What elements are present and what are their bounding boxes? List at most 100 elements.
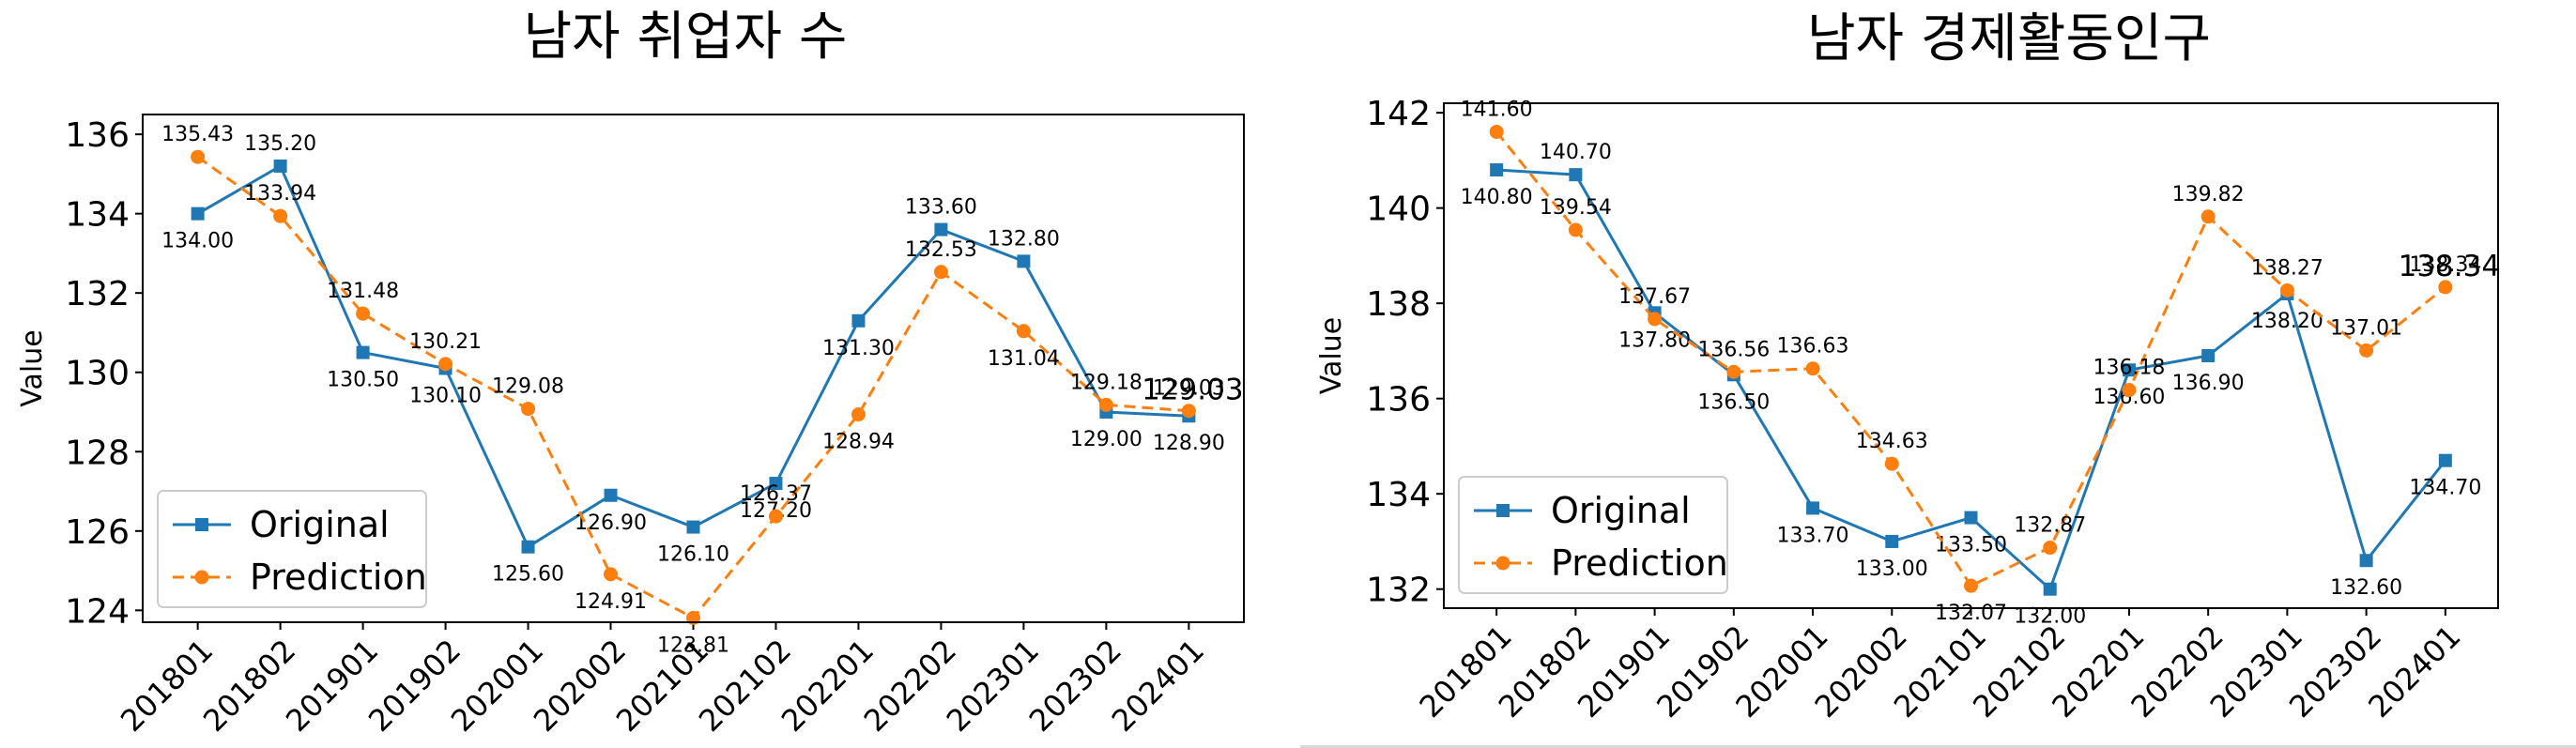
- data-label: 132.53: [905, 238, 977, 262]
- data-label: 129.08: [492, 375, 564, 399]
- data-label: 138.34: [2409, 253, 2481, 277]
- data-point: [1964, 578, 1978, 593]
- legend-label: Prediction: [1551, 542, 1728, 584]
- plot-frame: [1443, 102, 2499, 609]
- data-point: [933, 265, 948, 280]
- legend-marker: [1496, 504, 1510, 517]
- data-label: 137.67: [1618, 285, 1691, 309]
- data-label: 138.20: [2251, 310, 2323, 333]
- data-label: 131.48: [327, 280, 399, 303]
- data-label: 132.80: [988, 227, 1060, 251]
- plot-frame: [142, 114, 1245, 623]
- x-tick-label: 202002: [527, 633, 633, 739]
- data-label: 131.30: [822, 337, 895, 360]
- data-label: 130.50: [327, 369, 399, 392]
- data-point: [1648, 312, 1663, 327]
- data-label: 134.63: [1856, 430, 1928, 453]
- data-label: 136.50: [1697, 390, 1770, 414]
- data-label: 126.37: [740, 482, 812, 506]
- bottom-divider: [1300, 745, 2576, 748]
- legend-item-original: Original: [1474, 490, 1691, 531]
- series-prediction: 141.60 139.54 137.67 136.56 136.63 134.63 132.…: [1461, 98, 2482, 625]
- data-point: [2438, 453, 2452, 467]
- x-tick-label: 201901: [279, 633, 385, 739]
- data-point: [521, 540, 535, 554]
- data-label: 134.00: [161, 230, 234, 253]
- y-axis: 132 134 136 138 140 142: [1366, 95, 1444, 610]
- x-tick-label: 201802: [196, 633, 302, 739]
- data-label: 140.70: [1540, 141, 1612, 164]
- y-tick-label: 142: [1366, 95, 1431, 133]
- data-label: 135.20: [244, 132, 316, 156]
- x-tick-label: 202202: [857, 633, 963, 739]
- legend-marker: [194, 570, 209, 585]
- data-point: [2200, 209, 2216, 224]
- legend-item-prediction: Prediction: [173, 557, 427, 598]
- data-point: [2359, 554, 2373, 568]
- legend-label: Original: [250, 504, 390, 545]
- legend-marker: [195, 518, 208, 531]
- data-point: [356, 306, 371, 321]
- chart-2: 남자 경제활동인구 Value 132 134 136 138 140 142 20180120…: [1315, 8, 2500, 725]
- y-axis: 124 126 128 130 132 134 136: [65, 116, 143, 631]
- x-tick-label: 202401: [1105, 633, 1211, 739]
- data-label: 133.50: [1935, 534, 2007, 557]
- end-annotation: 138.34: [2399, 250, 2500, 283]
- data-label: 139.54: [1540, 196, 1612, 220]
- y-tick-label: 134: [1366, 476, 1431, 514]
- data-point: [1805, 361, 1820, 376]
- data-label: 132.87: [2014, 514, 2086, 538]
- series-prediction: 135.43 133.94 131.48 130.21 129.08 124.91 123.…: [161, 123, 1225, 657]
- x-tick-label: 202301: [940, 633, 1046, 739]
- y-tick-label: 132: [65, 275, 130, 313]
- legend-marker: [1495, 556, 1510, 571]
- end-annotation: 129.03: [1142, 374, 1243, 407]
- data-point: [1181, 404, 1196, 419]
- data-point: [2043, 541, 2058, 556]
- data-label: 129.03: [1153, 377, 1225, 401]
- data-point: [1884, 456, 1899, 471]
- data-point: [191, 149, 206, 164]
- data-label: 136.90: [2172, 372, 2245, 395]
- y-tick-label: 136: [1366, 381, 1431, 420]
- data-point: [1489, 124, 1504, 139]
- data-point: [686, 520, 700, 534]
- legend-box: [1458, 476, 1728, 594]
- x-tick-label: 202001: [444, 633, 550, 739]
- data-label: 125.60: [492, 563, 564, 587]
- data-label: 132.07: [1935, 602, 2007, 625]
- data-label: 139.82: [2172, 183, 2245, 206]
- data-point: [2438, 280, 2453, 295]
- data-point: [851, 313, 866, 328]
- data-point: [273, 159, 287, 173]
- data-point: [521, 402, 536, 417]
- data-point: [2043, 582, 2057, 596]
- legend: Original Prediction: [157, 490, 427, 608]
- legend-label: Prediction: [250, 557, 427, 598]
- data-label: 128.90: [1153, 432, 1225, 455]
- x-tick-label: 201902: [361, 633, 468, 739]
- data-point: [2122, 363, 2136, 377]
- x-axis: 2018012018022019012019022020012020022021…: [1413, 608, 2468, 725]
- data-label: 130.21: [409, 330, 482, 354]
- data-label: 133.60: [905, 196, 977, 220]
- y-tick-label: 140: [1366, 191, 1431, 229]
- data-label: 133.94: [244, 182, 316, 206]
- data-label: 126.90: [575, 511, 647, 535]
- data-point: [768, 509, 783, 524]
- chart-title: 남자 취업자 수: [524, 7, 848, 68]
- data-point: [934, 222, 948, 237]
- data-label: 124.91: [575, 590, 647, 614]
- y-tick-label: 130: [65, 355, 130, 393]
- y-axis-label: Value: [16, 329, 49, 406]
- chart-1: 남자 취업자 수 Value 124 126 128 130 132 134 136 201801…: [16, 7, 1245, 739]
- data-label: 133.00: [1856, 557, 1928, 581]
- data-point: [1568, 222, 1583, 237]
- data-point: [2122, 383, 2137, 398]
- data-label: 136.63: [1777, 335, 1849, 359]
- data-point: [2359, 343, 2374, 358]
- legend-label: Original: [1551, 490, 1691, 531]
- data-label: 134.70: [2409, 477, 2481, 500]
- data-label: 126.10: [657, 543, 729, 567]
- y-tick-label: 138: [1366, 285, 1431, 324]
